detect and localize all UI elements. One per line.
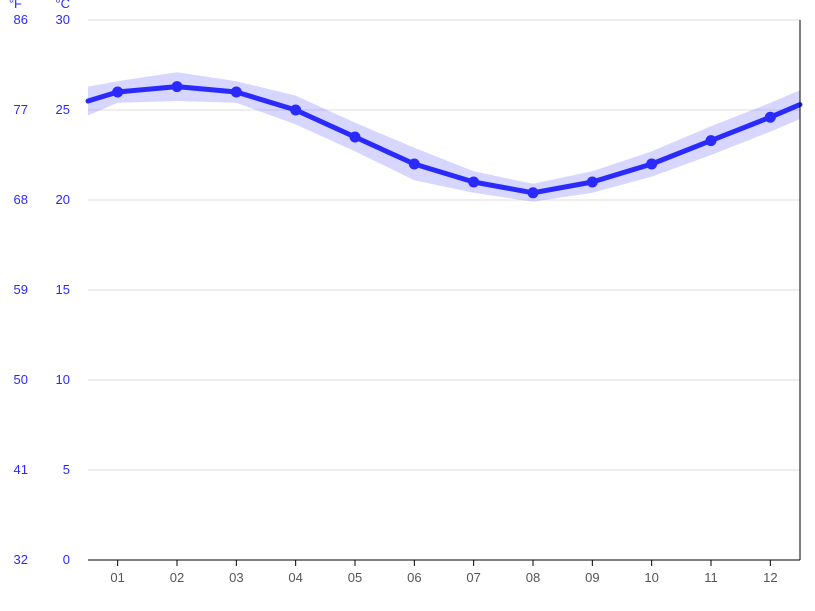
x-tick-month: 06 — [407, 570, 421, 585]
y-tick-fahrenheit: 77 — [14, 102, 28, 117]
x-tick-month: 04 — [288, 570, 302, 585]
y-tick-celsius: 20 — [56, 192, 70, 207]
y-tick-fahrenheit: 50 — [14, 372, 28, 387]
data-point — [587, 177, 597, 187]
data-point — [291, 105, 301, 115]
y-tick-celsius: 15 — [56, 282, 70, 297]
y-tick-fahrenheit: 32 — [14, 552, 28, 567]
data-point — [528, 188, 538, 198]
unit-label-fahrenheit: °F — [9, 0, 22, 11]
confidence-band — [88, 72, 800, 202]
x-tick-month: 10 — [644, 570, 658, 585]
data-point — [469, 177, 479, 187]
y-tick-fahrenheit: 86 — [14, 12, 28, 27]
y-tick-fahrenheit: 41 — [14, 462, 28, 477]
x-tick-month: 07 — [466, 570, 480, 585]
x-tick-month: 09 — [585, 570, 599, 585]
y-tick-celsius: 10 — [56, 372, 70, 387]
axes — [88, 20, 800, 566]
temperature-chart: 32415059687786 051015202530 010203040506… — [0, 0, 815, 611]
data-point — [113, 87, 123, 97]
y-tick-fahrenheit: 59 — [14, 282, 28, 297]
y-tick-fahrenheit: 68 — [14, 192, 28, 207]
data-point — [409, 159, 419, 169]
data-point — [765, 112, 775, 122]
y-axis-fahrenheit-labels: 32 41 50 59 68 77 86 — [14, 12, 28, 567]
y-tick-celsius: 0 — [63, 552, 70, 567]
x-tick-month: 11 — [704, 570, 718, 585]
x-tick-month: 08 — [526, 570, 540, 585]
x-axis-month-labels: 01 02 03 04 05 06 07 08 09 10 11 12 — [110, 570, 777, 585]
data-point — [647, 159, 657, 169]
y-tick-celsius: 5 — [63, 462, 70, 477]
data-point — [706, 136, 716, 146]
data-point — [350, 132, 360, 142]
data-point — [231, 87, 241, 97]
x-tick-month: 03 — [229, 570, 243, 585]
y-tick-celsius: 30 — [56, 12, 70, 27]
x-tick-month: 05 — [348, 570, 362, 585]
x-tick-month: 12 — [763, 570, 777, 585]
unit-label-celsius: °C — [55, 0, 70, 11]
y-axis-celsius-labels: 0 5 10 15 20 25 30 — [56, 12, 70, 567]
y-tick-celsius: 25 — [56, 102, 70, 117]
data-point — [172, 82, 182, 92]
x-tick-month: 01 — [110, 570, 124, 585]
x-tick-month: 02 — [170, 570, 184, 585]
